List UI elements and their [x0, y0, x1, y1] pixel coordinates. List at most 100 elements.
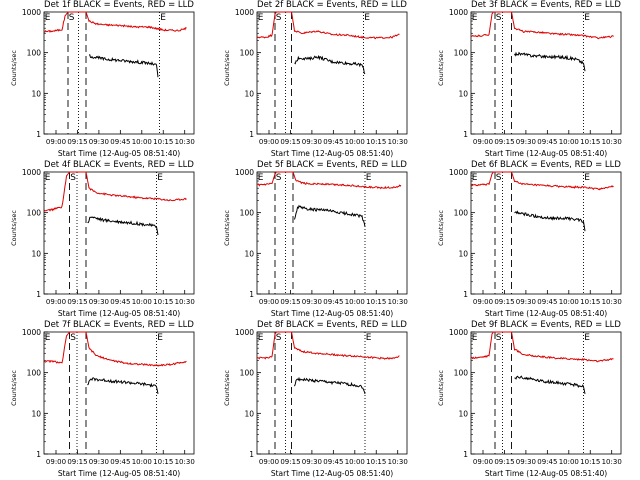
plot-svg: 1 10 100 1000 09:00 09:15 09:30 09:45 10:00 10:15… — [449, 8, 622, 146]
panel-title: Det 6f BLACK = Events, RED = LLD — [471, 160, 621, 170]
x-tick-label: 10:15 — [366, 138, 386, 146]
events-series-line — [514, 210, 586, 232]
detector-panel-8: Det 8f BLACK = Events, RED = LLD Counts/s… — [213, 320, 426, 480]
lld-series-line — [470, 331, 614, 363]
plot-svg: 1 10 100 1000 09:00 09:15 09:30 09:45 10:00 10:15… — [22, 8, 195, 146]
marker-label: E — [157, 173, 163, 183]
x-tick-label: 10:30 — [602, 298, 622, 306]
x-tick-label: 10:00 — [345, 298, 365, 306]
x-tick-label: 09:00 — [259, 298, 279, 306]
x-tick-label: 10:15 — [153, 458, 173, 466]
marker-label: S — [496, 13, 502, 23]
x-tick-label: 10:30 — [388, 298, 408, 306]
x-tick-label: 09:30 — [516, 298, 536, 306]
lld-series-line — [471, 11, 614, 40]
plot-frame — [43, 171, 195, 295]
detector-panel-9: Det 9f BLACK = Events, RED = LLD Counts/s… — [427, 320, 640, 480]
marker-label: E — [258, 173, 264, 183]
y-tick-label: 1000 — [449, 168, 468, 177]
x-tick-label: 10:15 — [366, 298, 386, 306]
plot-svg: 1 10 100 1000 09:00 09:15 09:30 09:45 10:00 10:15… — [235, 168, 408, 306]
plot-frame — [256, 11, 408, 135]
plot-svg: 1 10 100 1000 09:00 09:15 09:30 09:45 10:00 10:15… — [449, 328, 622, 466]
y-tick-label: 100 — [454, 369, 469, 378]
y-tick-label: 10 — [31, 249, 41, 258]
y-tick-label: 100 — [240, 369, 255, 378]
x-tick-label: 10:15 — [366, 458, 386, 466]
x-tick-label: 10:30 — [175, 138, 195, 146]
y-tick-label: 10 — [458, 249, 468, 258]
marker-label: E — [472, 13, 478, 23]
plot-frame — [256, 331, 408, 455]
x-tick-label: 09:00 — [473, 138, 493, 146]
panel-title: Det 9f BLACK = Events, RED = LLD — [471, 320, 621, 330]
x-tick-label: 09:15 — [280, 138, 300, 146]
x-tick-label: 09:15 — [67, 138, 87, 146]
x-tick-label: 09:45 — [323, 458, 343, 466]
plot-svg: 1 10 100 1000 09:00 09:15 09:30 09:45 10:00 10:15… — [235, 328, 408, 466]
events-series-line — [294, 376, 366, 395]
y-tick-label: 10 — [458, 89, 468, 98]
events-series-line — [89, 54, 159, 78]
plot-svg: 1 10 100 1000 09:00 09:15 09:30 09:45 10:00 10:15… — [449, 168, 622, 306]
plot-frame — [43, 331, 195, 455]
x-tick-label: 10:00 — [345, 458, 365, 466]
marker-label: S — [496, 173, 502, 183]
x-tick-label: 10:00 — [132, 138, 152, 146]
events-series-line — [514, 51, 586, 72]
x-tick-label: 09:45 — [537, 298, 557, 306]
x-axis-label: Start Time (12-Aug-05 08:51:40) — [57, 149, 181, 158]
x-tick-label: 10:15 — [580, 298, 600, 306]
panel-title: Det 3f BLACK = Events, RED = LLD — [471, 0, 621, 10]
lld-series-line — [470, 171, 614, 191]
y-tick-label: 100 — [454, 209, 469, 218]
y-tick-label: 1000 — [449, 8, 468, 17]
x-tick-label: 09:15 — [280, 298, 300, 306]
x-tick-label: 09:00 — [46, 458, 66, 466]
x-tick-label: 10:00 — [559, 138, 579, 146]
panel-title: Det 7f BLACK = Events, RED = LLD — [44, 320, 194, 330]
panel-title: Det 2f BLACK = Events, RED = LLD — [257, 0, 407, 10]
x-tick-label: 10:15 — [153, 138, 173, 146]
x-tick-label: 09:45 — [110, 458, 130, 466]
x-tick-label: 09:30 — [302, 458, 322, 466]
events-series-line — [87, 377, 159, 394]
x-tick-label: 10:00 — [559, 298, 579, 306]
marker-label: E — [45, 173, 51, 183]
lld-series-line — [257, 171, 402, 190]
marker-label: S — [276, 13, 282, 23]
events-series-line — [514, 375, 586, 394]
marker-label: S — [69, 13, 75, 23]
marker-label: E — [45, 13, 51, 23]
x-axis-label: Start Time (12-Aug-05 08:51:40) — [57, 309, 181, 318]
y-tick-label: 1000 — [449, 328, 468, 337]
y-tick-label: 1000 — [22, 8, 41, 17]
lld-series-line — [43, 331, 187, 367]
x-tick-label: 09:30 — [302, 138, 322, 146]
x-tick-label: 09:15 — [67, 458, 87, 466]
x-axis-label: Start Time (12-Aug-05 08:51:40) — [484, 309, 608, 318]
lld-series-line — [256, 11, 400, 40]
panel-title: Det 5f BLACK = Events, RED = LLD — [257, 160, 407, 170]
panel-title: Det 4f BLACK = Events, RED = LLD — [44, 160, 194, 170]
marker-label: E — [584, 173, 590, 183]
x-axis-label: Start Time (12-Aug-05 08:51:40) — [57, 469, 181, 478]
x-tick-label: 10:00 — [132, 458, 152, 466]
marker-label: S — [70, 173, 76, 183]
x-axis-label: Start Time (12-Aug-05 08:51:40) — [484, 469, 608, 478]
x-axis-label: Start Time (12-Aug-05 08:51:40) — [270, 149, 394, 158]
detector-panel-6: Det 6f BLACK = Events, RED = LLD Counts/s… — [427, 160, 640, 320]
x-tick-label: 09:00 — [259, 458, 279, 466]
plot-frame — [470, 171, 622, 295]
detector-panel-2: Det 2f BLACK = Events, RED = LLD Counts/s… — [213, 0, 426, 160]
y-tick-label: 1 — [36, 290, 41, 299]
y-tick-label: 100 — [27, 49, 42, 58]
x-tick-label: 09:45 — [537, 458, 557, 466]
x-tick-label: 09:45 — [537, 138, 557, 146]
y-tick-label: 100 — [240, 209, 255, 218]
marker-label: S — [496, 333, 502, 343]
marker-label: E — [45, 333, 51, 343]
x-axis-label: Start Time (12-Aug-05 08:51:40) — [270, 309, 394, 318]
y-tick-label: 1 — [36, 450, 41, 459]
marker-label: E — [157, 333, 163, 343]
